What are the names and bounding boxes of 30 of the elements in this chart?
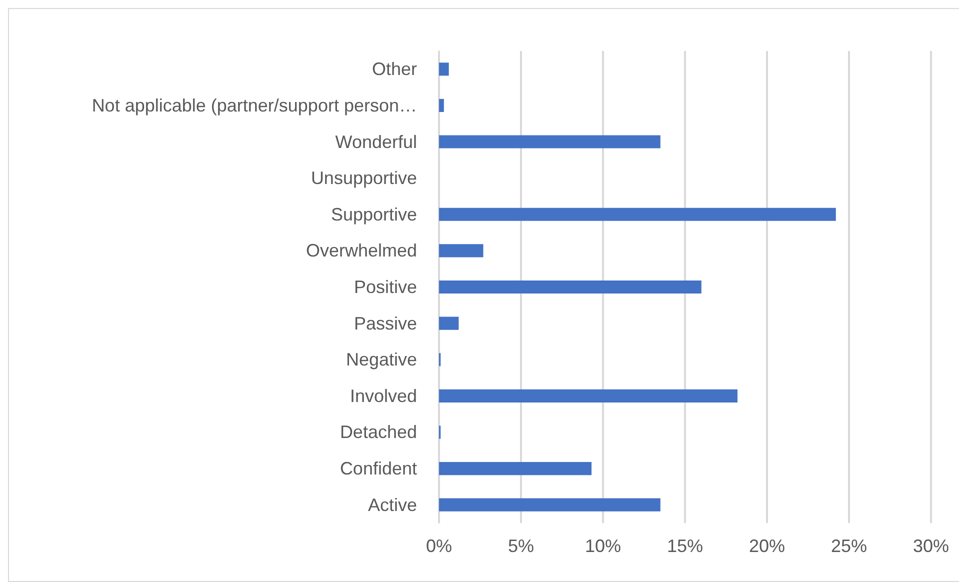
bar: [439, 135, 660, 148]
y-tick-label: Not applicable (partner/support person…: [92, 95, 417, 116]
x-tick-label: 20%: [748, 536, 786, 556]
y-tick-label: Passive: [354, 313, 417, 334]
y-tick-label: Supportive: [330, 204, 417, 224]
y-tick-label: Unsupportive: [310, 168, 417, 188]
y-tick-label: Wonderful: [335, 132, 417, 152]
bar: [439, 498, 660, 512]
bar: [439, 208, 836, 221]
bar: [439, 98, 444, 112]
bar: [439, 244, 484, 258]
x-tick-label: 15%: [666, 536, 704, 556]
bar: [439, 462, 592, 476]
bar: [439, 389, 738, 402]
y-tick-label: Involved: [350, 386, 417, 406]
x-tick-label: 5%: [508, 536, 534, 556]
y-tick-label: Overwhelmed: [306, 240, 417, 261]
x-tick-label: 10%: [584, 536, 622, 556]
y-tick-label: Confident: [340, 458, 417, 479]
x-tick-label: 0%: [426, 536, 452, 556]
y-tick-label: Detached: [340, 422, 417, 442]
y-tick-label: Active: [368, 494, 417, 515]
bar: [439, 280, 702, 294]
bar: [439, 62, 449, 76]
x-tick-label: 30%: [912, 536, 950, 556]
y-tick-label: Positive: [354, 277, 417, 297]
y-tick-label: Other: [372, 59, 417, 80]
x-tick-label: 25%: [830, 536, 868, 556]
bar: [439, 316, 459, 330]
y-tick-label: Negative: [346, 350, 417, 370]
